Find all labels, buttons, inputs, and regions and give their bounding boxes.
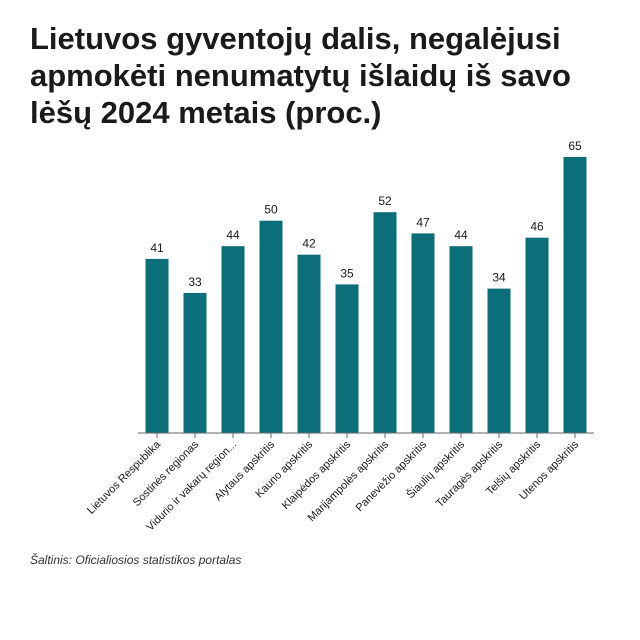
source-note: Šaltinis: Oficialiosios statistikos port…: [30, 553, 242, 567]
bar: [449, 246, 473, 433]
data-label: 35: [340, 266, 354, 280]
x-tick-label: Panevėžio apskritis: [354, 438, 430, 514]
bar: [259, 220, 283, 433]
bar: [563, 157, 587, 433]
x-tick-label: Tauragės apskritis: [434, 438, 506, 510]
data-label: 34: [492, 271, 506, 285]
x-tick-label: Klaipėdos apskritis: [280, 438, 354, 512]
data-label: 46: [530, 220, 544, 234]
x-tick-label: Sostinės regionas: [131, 438, 202, 509]
bar: [411, 233, 435, 433]
chart-title: Lietuvos gyventojų dalis, negalėjusi apm…: [30, 21, 571, 130]
data-label: 41: [150, 241, 164, 255]
x-tick-label: Lietuvos Respublika: [85, 438, 164, 517]
data-label: 44: [454, 228, 468, 242]
data-label: 42: [302, 237, 316, 251]
bar: [487, 288, 511, 433]
data-label: 50: [264, 203, 278, 217]
bar: [373, 212, 397, 433]
data-label: 52: [378, 194, 392, 208]
bar: [335, 284, 359, 433]
bar: [221, 246, 245, 433]
bar: [525, 237, 549, 433]
bar: [183, 292, 207, 433]
bar: [145, 258, 169, 433]
bar: [297, 254, 321, 433]
data-label: 44: [226, 228, 240, 242]
data-label: 47: [416, 215, 430, 229]
data-label: 33: [188, 275, 202, 289]
data-label: 65: [568, 139, 582, 153]
